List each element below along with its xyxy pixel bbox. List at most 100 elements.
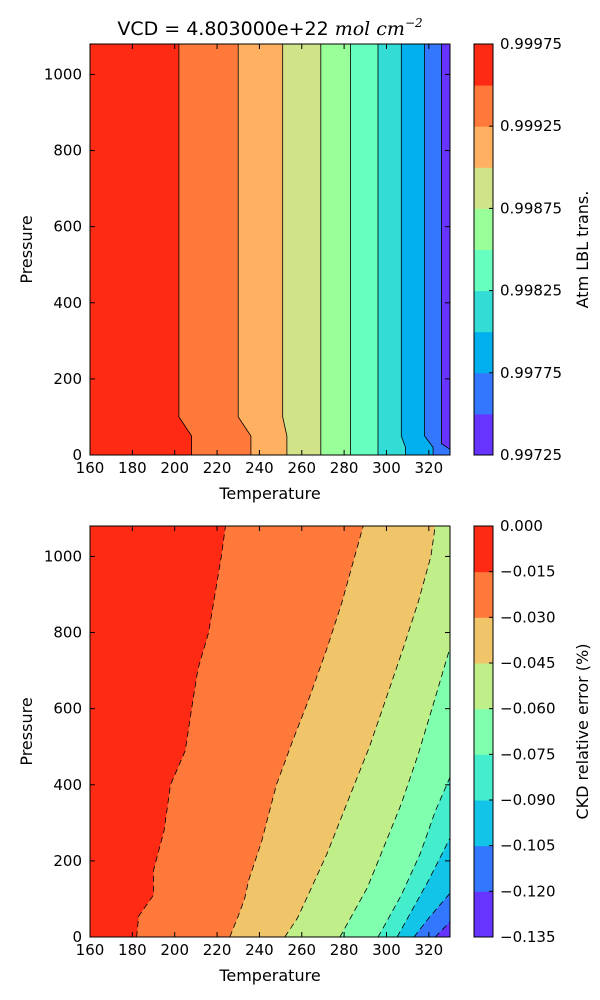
bottom-colorbar-band [474, 526, 493, 573]
top-colorbar-band [474, 44, 493, 86]
top-contour-panel: 160 180 200 220 240 260 280 300 320 0 200 400 600 800… [17, 35, 592, 503]
top-colorbar-band [474, 290, 493, 333]
top-colorbar-band [474, 249, 493, 292]
bottom-x-tick-label: 160 [76, 941, 105, 959]
bottom-colorbar-tick-label: 0.000 [500, 517, 543, 535]
top-x-tick-label: 220 [203, 459, 232, 477]
top-x-tick-label: 160 [76, 459, 105, 477]
bottom-colorbar-band [474, 571, 493, 618]
top-x-tick-label: 240 [245, 459, 274, 477]
bottom-x-axis-label: Temperature [218, 966, 320, 985]
top-contour-line [400, 44, 406, 455]
top-x-tick-label: 200 [160, 459, 189, 477]
top-x-tick-label: 260 [287, 459, 316, 477]
bottom-x-tick-label: 200 [160, 941, 189, 959]
top-y-tick-label: 1000 [44, 65, 82, 83]
top-y-tick-label: 800 [53, 142, 82, 160]
top-y-tick-label: 200 [53, 370, 82, 388]
bottom-plot-frame [89, 525, 451, 938]
top-contour-line [424, 44, 434, 455]
top-chart-title-main: VCD = 4.803000e+22 [117, 18, 334, 40]
top-contour-line [237, 44, 252, 455]
bottom-x-tick-label: 320 [415, 941, 444, 959]
bottom-colorbar-tick-label: −0.075 [500, 745, 556, 763]
bottom-contour-line [396, 837, 451, 938]
top-x-tick-label: 180 [118, 459, 147, 477]
bottom-colorbar-band [474, 663, 493, 710]
top-y-tick-label: 600 [53, 218, 82, 236]
top-chart-title-exponent: −2 [405, 16, 423, 30]
bottom-contour-fills [90, 526, 450, 937]
top-colorbar-tick-label: 0.99975 [500, 35, 562, 53]
top-colorbar-band [474, 85, 493, 127]
top-colorbar-band [474, 126, 493, 168]
bottom-x-tick-label: 240 [245, 941, 274, 959]
top-colorbar: 0.99725 0.99775 0.99825 0.99875 0.99925 0.999… [473, 35, 562, 464]
top-colorbar-band [474, 167, 493, 209]
top-x-tick-label: 300 [372, 459, 401, 477]
bottom-contour-line [413, 892, 451, 938]
bottom-y-tick-label: 1000 [44, 547, 82, 565]
bottom-colorbar-tick-label: −0.105 [500, 837, 556, 855]
bottom-contour-panel: 160 180 200 220 240 260 280 300 320 0 200 400 600 800… [17, 517, 592, 985]
bottom-colorbar-tick-label: −0.090 [500, 791, 556, 809]
top-chart-title-unit: mol cm [335, 18, 405, 40]
top-y-tick-label: 400 [53, 294, 82, 312]
bottom-colorbar: 0.000 −0.015 −0.030 −0.045 −0.060 −0.075 −0.09… [473, 517, 556, 946]
bottom-colorbar-tick-label: −0.120 [500, 882, 556, 900]
bottom-colorbar-band [474, 617, 493, 664]
bottom-contour-line [339, 647, 451, 938]
top-y-tick-label: 0 [72, 446, 82, 464]
bottom-x-tick-label: 260 [287, 941, 316, 959]
top-y-axis-label: Pressure [17, 215, 36, 283]
bottom-y-tick-label: 0 [72, 928, 82, 946]
top-chart-title: VCD = 4.803000e+22 mol cm−2 [117, 16, 422, 40]
bottom-colorbar-tick-label: −0.045 [500, 654, 556, 672]
bottom-y-tick-label: 600 [53, 700, 82, 718]
top-x-tick-label: 280 [330, 459, 359, 477]
bottom-colorbar-tick-label: −0.015 [500, 563, 556, 581]
top-colorbar-band [474, 413, 493, 456]
bottom-axis-ticks: 160 180 200 220 240 260 280 300 320 0 200 400 600 800… [44, 526, 450, 959]
top-contour-region [441, 44, 450, 455]
top-colorbar-tick-label: 0.99925 [500, 117, 562, 135]
bottom-contour-line [229, 525, 364, 938]
bottom-x-tick-label: 180 [118, 941, 147, 959]
top-colorbar-tick-label: 0.99775 [500, 364, 562, 382]
bottom-colorbar-band [474, 891, 493, 938]
bottom-colorbar-tick-label: −0.060 [500, 700, 556, 718]
bottom-y-tick-label: 800 [53, 624, 82, 642]
top-contour-fills [90, 44, 450, 455]
bottom-colorbar-band [474, 708, 493, 755]
top-colorbar-band [474, 208, 493, 250]
bottom-x-tick-label: 220 [203, 941, 232, 959]
bottom-contour-line [136, 525, 226, 938]
bottom-y-tick-label: 400 [53, 776, 82, 794]
bottom-x-tick-label: 300 [372, 941, 401, 959]
bottom-colorbar-frame [473, 525, 494, 938]
bottom-y-tick-label: 200 [53, 852, 82, 870]
bottom-colorbar-band [474, 845, 493, 892]
top-colorbar-tick-label: 0.99875 [500, 199, 562, 217]
top-colorbar-band [474, 372, 493, 415]
top-x-axis-label: Temperature [218, 484, 320, 503]
top-contour-lines [178, 44, 451, 455]
bottom-colorbar-tick-label: −0.030 [500, 608, 556, 626]
top-axis-ticks: 160 180 200 220 240 260 280 300 320 0 200 400 600 800… [44, 44, 450, 477]
top-contour-line [178, 44, 192, 455]
top-colorbar-frame [473, 43, 494, 456]
top-x-tick-label: 320 [415, 459, 444, 477]
bottom-colorbar-tick-label: −0.135 [500, 928, 556, 946]
top-colorbar-label: Atm LBL trans. [573, 191, 592, 309]
bottom-colorbar-band [474, 800, 493, 847]
top-colorbar-tick-label: 0.99825 [500, 282, 562, 300]
bottom-contour-line [377, 777, 451, 938]
top-colorbar-band [474, 331, 493, 374]
top-plot-frame [89, 43, 451, 456]
bottom-colorbar-band [474, 754, 493, 801]
bottom-contour-lines [136, 525, 451, 938]
bottom-colorbar-label: CKD relative error (%) [573, 643, 592, 819]
bottom-contour-line [434, 921, 451, 938]
bottom-y-axis-label: Pressure [17, 697, 36, 765]
